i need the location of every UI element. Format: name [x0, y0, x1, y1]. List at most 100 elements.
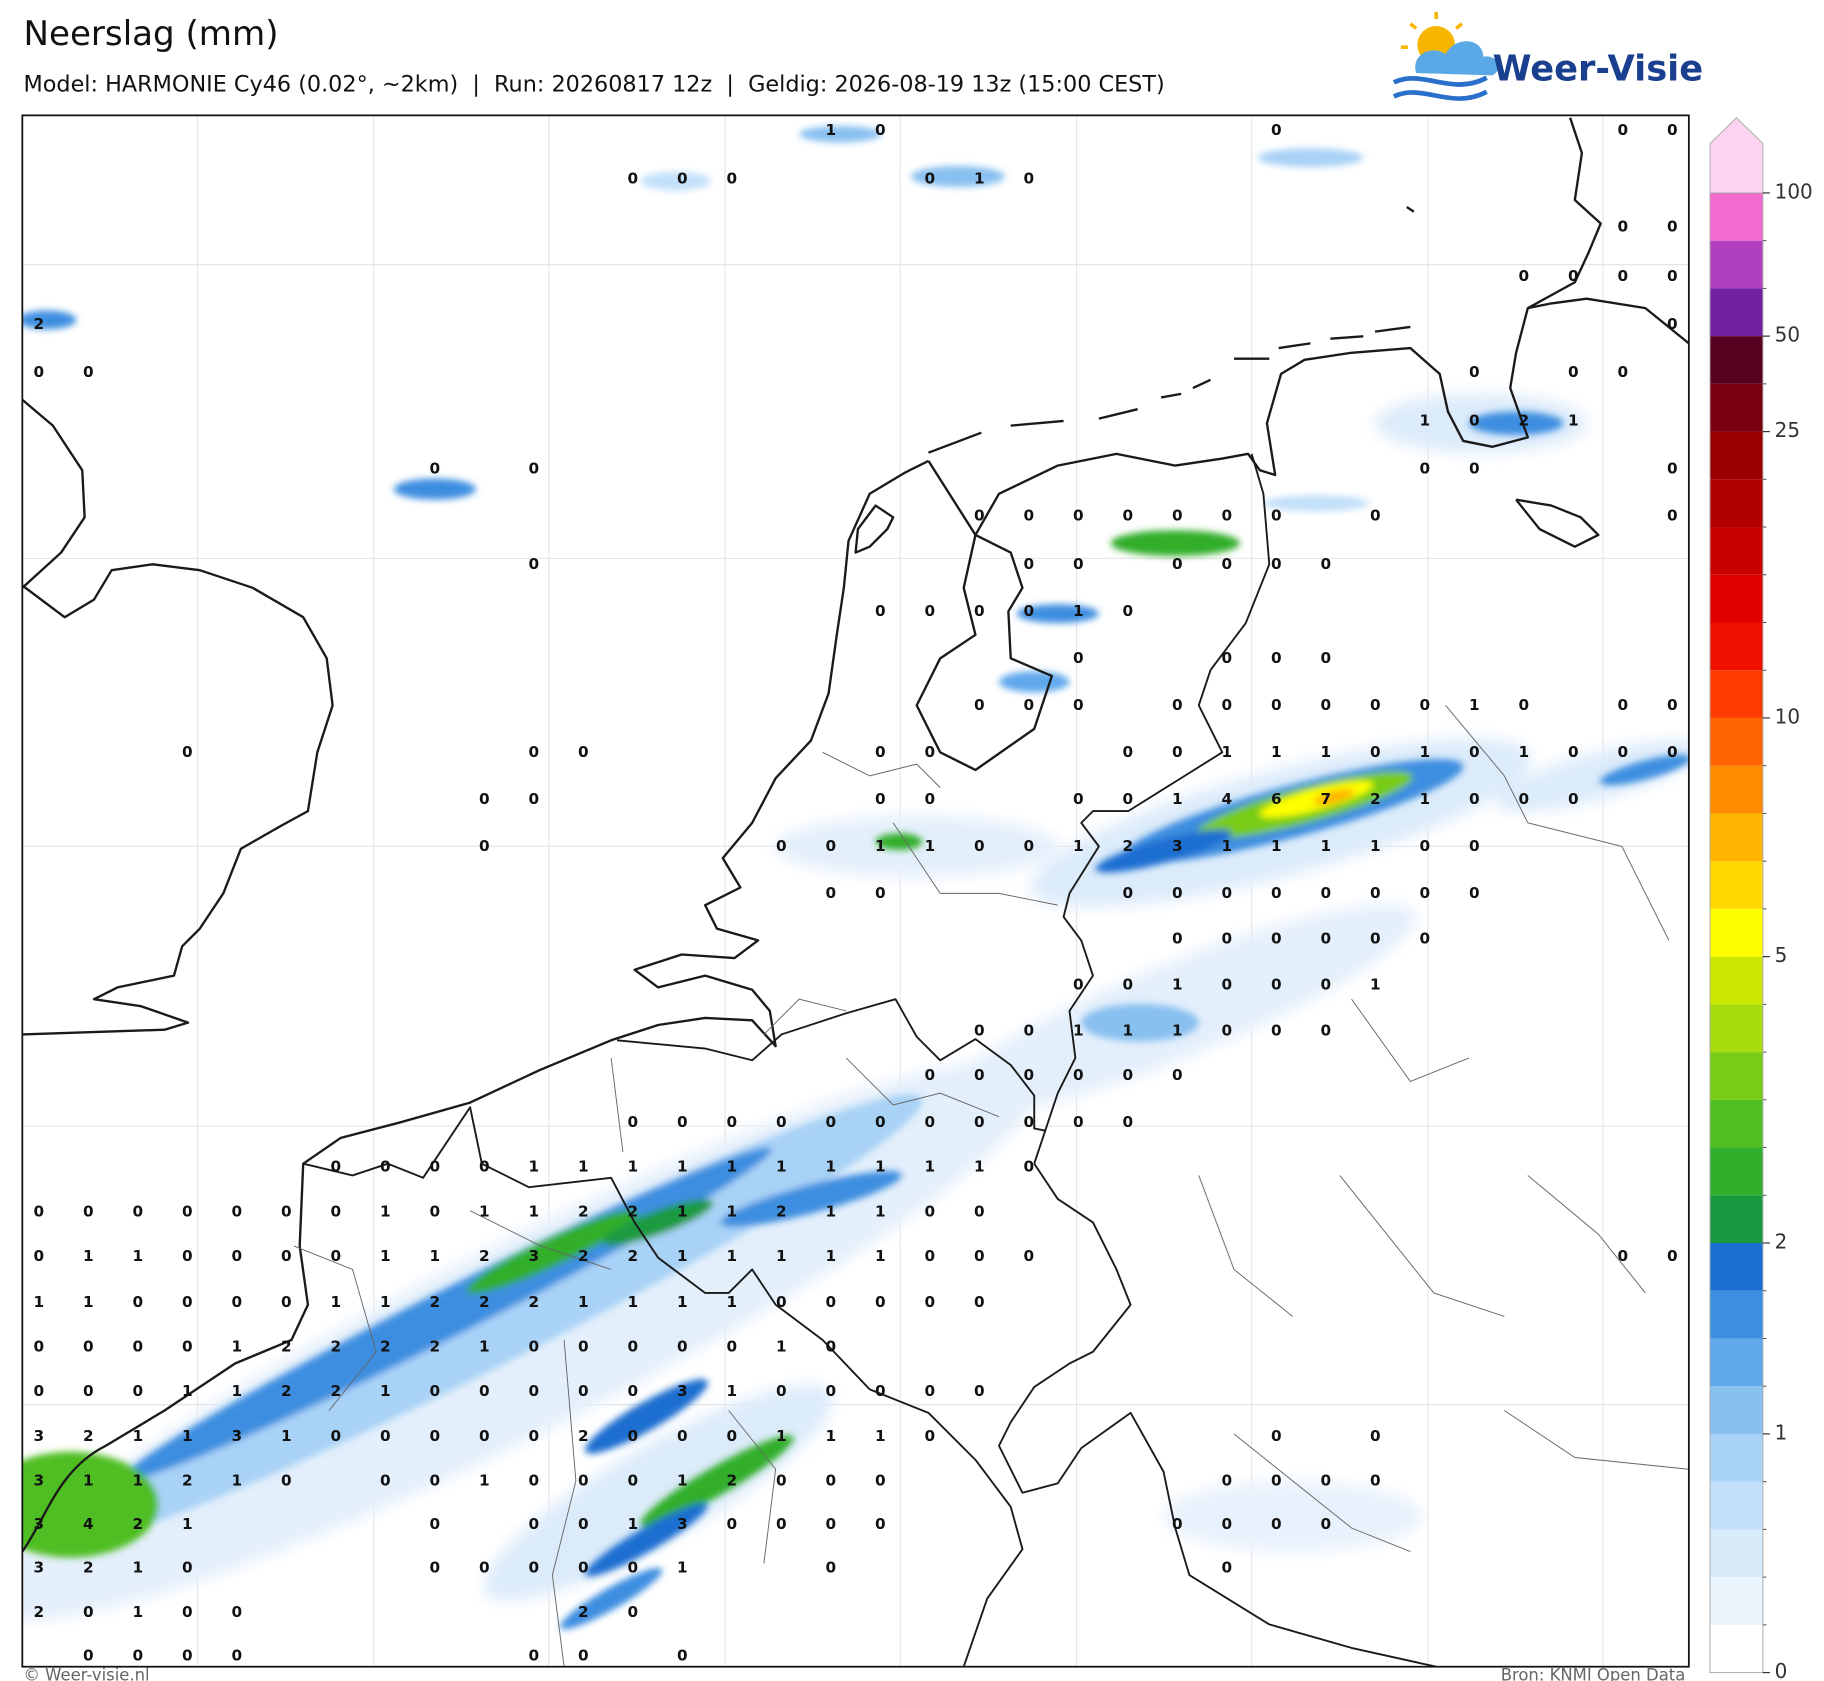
grid-value: 2 — [33, 1603, 44, 1621]
grid-value: 1 — [1420, 743, 1431, 761]
grid-value: 0 — [231, 1647, 242, 1665]
grid-value: 2 — [528, 1293, 539, 1311]
grid-value: 0 — [1321, 976, 1332, 994]
grid-value: 0 — [429, 1472, 440, 1490]
grid-value: 0 — [578, 1472, 589, 1490]
colorbar-bin — [1710, 622, 1763, 671]
grid-value: 0 — [826, 1293, 837, 1311]
grid-value: 0 — [330, 1427, 341, 1445]
grid-value: 0 — [1222, 1021, 1233, 1039]
grid-value: 0 — [875, 1113, 886, 1131]
colorbar-bin — [1710, 765, 1763, 814]
grid-value: 0 — [726, 169, 737, 187]
grid-value: 0 — [1073, 790, 1084, 808]
grid-value: 4 — [1222, 790, 1233, 808]
colorbar-bin — [1710, 527, 1763, 575]
grid-value: 0 — [132, 1647, 143, 1665]
grid-value: 0 — [1469, 363, 1480, 381]
grid-value: 1 — [1420, 790, 1431, 808]
colorbar-tick-label: 5 — [1775, 943, 1788, 967]
grid-value: 1 — [479, 1202, 490, 1220]
grid-value: 0 — [479, 1558, 490, 1576]
grid-value: 1 — [826, 1247, 837, 1265]
logo-text: Weer-Visie — [1493, 49, 1704, 90]
grid-value: 0 — [1123, 602, 1134, 620]
grid-value: 1 — [1271, 837, 1282, 855]
grid-value: 2 — [1370, 790, 1381, 808]
grid-value: 2 — [281, 1382, 292, 1400]
grid-value: 0 — [1271, 884, 1282, 902]
grid-value: 0 — [33, 363, 44, 381]
grid-value: 1 — [1222, 743, 1233, 761]
grid-value: 0 — [974, 1202, 985, 1220]
grid-value: 1 — [726, 1382, 737, 1400]
grid-value: 0 — [1568, 267, 1579, 285]
grid-value: 0 — [1172, 555, 1183, 573]
grid-value: 0 — [479, 1382, 490, 1400]
grid-value: 0 — [33, 1382, 44, 1400]
grid-value: 1 — [925, 1158, 936, 1176]
grid-value: 0 — [281, 1202, 292, 1220]
grid-value: 0 — [1469, 411, 1480, 429]
grid-value: 0 — [1222, 507, 1233, 525]
grid-value: 2 — [182, 1472, 193, 1490]
grid-value: 0 — [875, 1472, 886, 1490]
grid-value: 0 — [826, 1338, 837, 1356]
colorbar-bin — [1710, 1624, 1763, 1673]
grid-value: 3 — [33, 1558, 44, 1576]
grid-value: 3 — [33, 1427, 44, 1445]
grid-value: 0 — [677, 1427, 688, 1445]
colorbar-tick-label: 10 — [1775, 704, 1800, 728]
grid-value: 0 — [1519, 267, 1530, 285]
grid-value: 0 — [1024, 1247, 1035, 1265]
grid-value: 3 — [33, 1472, 44, 1490]
grid-value: 0 — [925, 602, 936, 620]
grid-value: 1 — [132, 1603, 143, 1621]
colorbar-tick-label: 0 — [1775, 1659, 1788, 1681]
grid-value: 0 — [974, 837, 985, 855]
grid-value: 0 — [1321, 696, 1332, 714]
grid-value: 0 — [1469, 460, 1480, 478]
grid-value: 0 — [1024, 1113, 1035, 1131]
grid-value: 0 — [1370, 884, 1381, 902]
colorbar-bin — [1710, 1243, 1763, 1291]
grid-value: 2 — [83, 1558, 94, 1576]
grid-value: 0 — [380, 1472, 391, 1490]
colorbar-tick-label: 1 — [1775, 1420, 1788, 1444]
grid-value: 0 — [1420, 460, 1431, 478]
grid-value: 2 — [1519, 411, 1530, 429]
grid-value: 0 — [479, 790, 490, 808]
grid-value: 0 — [1667, 507, 1678, 525]
grid-value: 0 — [1519, 790, 1530, 808]
grid-value: 0 — [231, 1247, 242, 1265]
grid-value: 0 — [925, 1113, 936, 1131]
grid-value: 0 — [83, 363, 94, 381]
grid-value: 0 — [380, 1427, 391, 1445]
grid-value: 0 — [1667, 315, 1678, 333]
grid-value: 0 — [1667, 696, 1678, 714]
grid-value: 1 — [677, 1247, 688, 1265]
grid-value: 2 — [330, 1382, 341, 1400]
grid-value: 0 — [578, 1515, 589, 1533]
grid-value: 0 — [1222, 884, 1233, 902]
grid-value: 0 — [776, 1515, 787, 1533]
grid-value: 0 — [83, 1603, 94, 1621]
grid-value: 0 — [528, 1558, 539, 1576]
grid-value: 0 — [776, 1113, 787, 1131]
grid-value: 1 — [182, 1515, 193, 1533]
colorbar-extend — [1709, 117, 1764, 194]
grid-value: 1 — [578, 1158, 589, 1176]
grid-value: 3 — [677, 1515, 688, 1533]
grid-value: 0 — [528, 1647, 539, 1665]
grid-value: 1 — [974, 1158, 985, 1176]
grid-value: 0 — [429, 1558, 440, 1576]
grid-value: 0 — [875, 1382, 886, 1400]
logo: Weer-Visie — [1392, 11, 1704, 101]
grid-value: 0 — [925, 1427, 936, 1445]
grid-value: 0 — [182, 1202, 193, 1220]
grid-value: 0 — [627, 169, 638, 187]
grid-value: 0 — [1172, 743, 1183, 761]
grid-value: 1 — [83, 1247, 94, 1265]
grid-value: 0 — [1469, 837, 1480, 855]
